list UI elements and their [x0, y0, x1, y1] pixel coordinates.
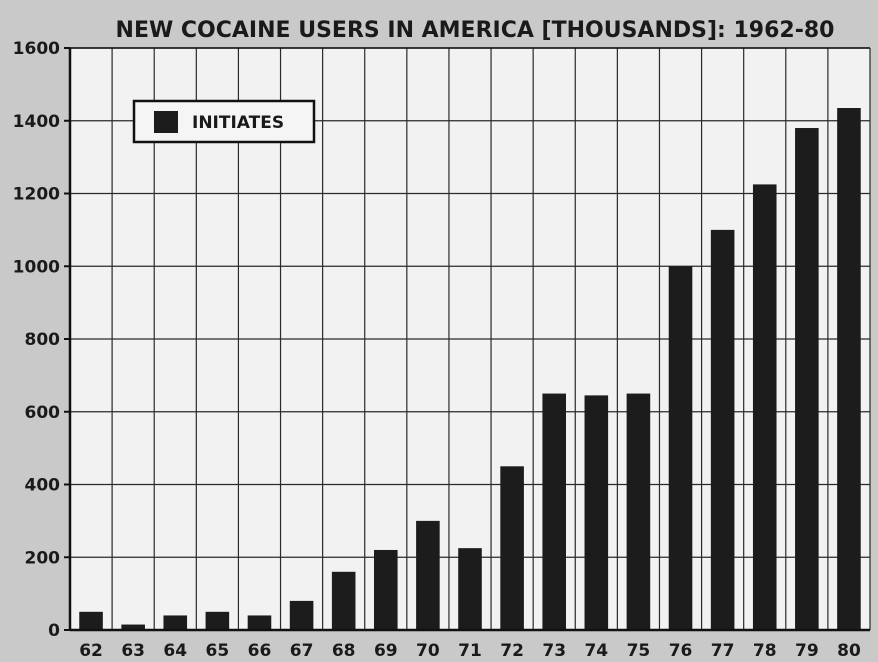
- x-tick-label: 76: [669, 641, 693, 661]
- chart-title: NEW COCAINE USERS IN AMERICA [THOUSANDS]…: [116, 18, 835, 43]
- bar: [626, 393, 651, 630]
- x-tick-label: 79: [795, 641, 819, 661]
- axes: [64, 47, 870, 632]
- x-tick-label: 71: [458, 641, 482, 661]
- x-tick-label: 77: [711, 641, 735, 661]
- legend-swatch: [154, 111, 178, 133]
- y-tick-label: 1200: [13, 185, 60, 205]
- bar: [584, 395, 609, 630]
- x-tick-label: 72: [500, 641, 524, 661]
- x-tick-label: 62: [79, 641, 103, 661]
- legend-label: INITIATES: [192, 113, 284, 133]
- bar: [205, 611, 230, 630]
- bar: [500, 466, 524, 630]
- y-tick-label: 1400: [13, 112, 60, 132]
- x-tick-label: 70: [416, 641, 440, 661]
- x-tick-label: 63: [121, 641, 145, 661]
- x-tick-label: 74: [584, 641, 608, 661]
- bar: [542, 393, 566, 630]
- bar: [416, 520, 440, 630]
- x-tick-label: 64: [163, 641, 187, 661]
- bar: [837, 108, 861, 631]
- x-tick-label: 78: [753, 641, 777, 661]
- bar: [163, 615, 188, 630]
- x-tick-label: 68: [332, 641, 356, 661]
- bars: [79, 108, 861, 631]
- y-tick-label: 600: [25, 403, 61, 423]
- x-tick-labels: 62 63 64 65 66 67 68 69 70 71 72 73 74 75 76 77 78 79 80: [79, 641, 861, 661]
- y-tick-label: 1600: [13, 39, 60, 59]
- x-tick-label: 80: [837, 641, 861, 661]
- bar: [668, 266, 693, 630]
- bar: [795, 128, 819, 630]
- x-tick-label: 65: [206, 641, 230, 661]
- y-tick-label: 0: [48, 621, 60, 641]
- x-tick-label: 75: [627, 641, 651, 661]
- y-tick-label: 800: [25, 330, 61, 350]
- x-tick-label: 73: [542, 641, 566, 661]
- y-tick-label: 200: [25, 548, 61, 568]
- x-tick-label: 66: [248, 641, 272, 661]
- y-tick-label: 1000: [13, 257, 60, 277]
- bar: [374, 549, 398, 630]
- x-tick-label: 67: [290, 641, 314, 661]
- bar: [121, 624, 145, 630]
- bar: [458, 548, 482, 630]
- y-tick-label: 400: [25, 476, 61, 496]
- bar: [289, 600, 314, 630]
- bar: [79, 611, 103, 630]
- bar: [710, 229, 735, 630]
- bar: [331, 571, 356, 630]
- y-tick-labels: 0 200 400 600 800 1000 1200 1400 1600: [13, 39, 60, 641]
- x-tick-label: 69: [374, 641, 398, 661]
- bar: [752, 184, 777, 630]
- legend: INITIATES: [132, 99, 316, 144]
- bar: [247, 615, 272, 630]
